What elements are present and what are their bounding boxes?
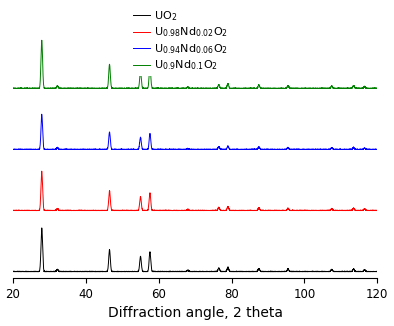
U$_{0.9}$Nd$_{0.1}$O$_2$ <box>226 83 231 87</box>
Legend: UO$_2$, U$_{0.98}$Nd$_{0.02}$O$_2$, U$_{0.94}$Nd$_{0.06}$O$_2$, U$_{0.9}$Nd$_{0.: UO$_2$, U$_{0.98}$Nd$_{0.02}$O$_2$, U$_{… <box>130 6 231 76</box>
U$_{0.94}$Nd$_{0.06}$O$_2$ <box>226 145 231 149</box>
U$_{0.98}$Nd$_{0.02}$O$_2$ <box>143 209 147 213</box>
U$_{0.94}$Nd$_{0.06}$O$_2$ <box>300 147 305 151</box>
U$_{0.98}$Nd$_{0.02}$O$_2$ <box>242 209 247 213</box>
U$_{0.9}$Nd$_{0.1}$O$_2$ <box>375 86 380 90</box>
UO$_2$ <box>300 270 305 274</box>
U$_{0.98}$Nd$_{0.02}$O$_2$ <box>300 209 305 213</box>
UO$_2$ <box>29 270 34 274</box>
Line: UO$_2$: UO$_2$ <box>13 228 377 272</box>
U$_{0.98}$Nd$_{0.02}$O$_2$ <box>11 209 15 213</box>
Line: U$_{0.9}$Nd$_{0.1}$O$_2$: U$_{0.9}$Nd$_{0.1}$O$_2$ <box>13 40 377 88</box>
U$_{0.94}$Nd$_{0.06}$O$_2$ <box>375 148 380 152</box>
UO$_2$ <box>242 270 247 274</box>
U$_{0.9}$Nd$_{0.1}$O$_2$ <box>281 86 285 90</box>
U$_{0.94}$Nd$_{0.06}$O$_2$ <box>143 147 147 151</box>
X-axis label: Diffraction angle, 2 theta: Diffraction angle, 2 theta <box>108 306 282 320</box>
U$_{0.9}$Nd$_{0.1}$O$_2$ <box>29 86 33 90</box>
UO$_2$ <box>143 270 147 274</box>
U$_{0.94}$Nd$_{0.06}$O$_2$ <box>29 148 34 152</box>
UO$_2$ <box>11 270 16 274</box>
U$_{0.98}$Nd$_{0.02}$O$_2$ <box>375 208 380 212</box>
U$_{0.98}$Nd$_{0.02}$O$_2$ <box>226 206 231 210</box>
U$_{0.94}$Nd$_{0.06}$O$_2$ <box>39 112 44 116</box>
U$_{0.94}$Nd$_{0.06}$O$_2$ <box>242 148 247 152</box>
UO$_2$ <box>375 270 380 274</box>
U$_{0.9}$Nd$_{0.1}$O$_2$ <box>11 86 15 90</box>
UO$_2$ <box>11 269 15 273</box>
U$_{0.98}$Nd$_{0.02}$O$_2$ <box>281 208 286 212</box>
UO$_2$ <box>281 270 286 274</box>
Line: U$_{0.94}$Nd$_{0.06}$O$_2$: U$_{0.94}$Nd$_{0.06}$O$_2$ <box>13 114 377 150</box>
U$_{0.9}$Nd$_{0.1}$O$_2$ <box>143 86 147 90</box>
UO$_2$ <box>226 267 231 271</box>
U$_{0.98}$Nd$_{0.02}$O$_2$ <box>11 208 15 212</box>
U$_{0.9}$Nd$_{0.1}$O$_2$ <box>300 86 305 90</box>
U$_{0.94}$Nd$_{0.06}$O$_2$ <box>11 148 15 152</box>
U$_{0.9}$Nd$_{0.1}$O$_2$ <box>39 38 44 42</box>
UO$_2$ <box>39 226 44 230</box>
U$_{0.94}$Nd$_{0.06}$O$_2$ <box>11 147 15 151</box>
U$_{0.94}$Nd$_{0.06}$O$_2$ <box>281 148 286 152</box>
U$_{0.98}$Nd$_{0.02}$O$_2$ <box>39 169 44 173</box>
U$_{0.98}$Nd$_{0.02}$O$_2$ <box>29 209 34 213</box>
U$_{0.9}$Nd$_{0.1}$O$_2$ <box>242 86 247 90</box>
Line: U$_{0.98}$Nd$_{0.02}$O$_2$: U$_{0.98}$Nd$_{0.02}$O$_2$ <box>13 171 377 211</box>
